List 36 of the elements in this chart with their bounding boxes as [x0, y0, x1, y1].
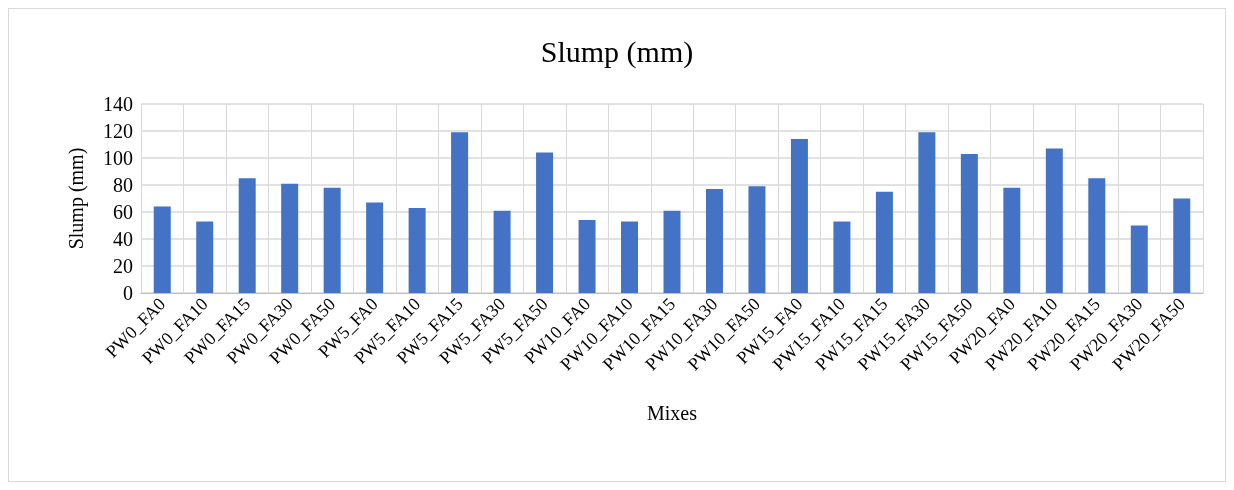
- bar: [748, 186, 766, 293]
- bar: [875, 191, 893, 293]
- y-tick-label: 100: [103, 147, 133, 169]
- y-tick-label: 60: [113, 201, 133, 223]
- y-tick-label: 140: [103, 93, 133, 115]
- bar: [493, 210, 511, 293]
- bar: [323, 187, 341, 293]
- bar: [366, 202, 384, 293]
- bar: [451, 132, 469, 293]
- bar: [1173, 198, 1191, 293]
- chart-title: Slump (mm): [540, 34, 694, 69]
- bar: [1045, 148, 1063, 293]
- bar: [663, 210, 681, 293]
- bar: [153, 206, 171, 293]
- bar: [833, 221, 851, 293]
- bar: [705, 189, 723, 293]
- bar: [960, 153, 978, 293]
- y-tick-label: 120: [103, 120, 133, 142]
- bar: [1130, 225, 1148, 293]
- bar: [1088, 178, 1106, 293]
- y-tick-label: 20: [113, 255, 133, 277]
- bar: [918, 132, 936, 293]
- y-tick-label: 80: [113, 174, 133, 196]
- y-tick-label: 0: [123, 282, 133, 304]
- bar: [1003, 187, 1021, 293]
- bar: [790, 139, 808, 293]
- bar: [408, 207, 426, 293]
- bar: [578, 220, 596, 293]
- x-axis-title: Mixes: [647, 402, 698, 424]
- bar: [238, 178, 256, 293]
- bar: [621, 221, 639, 293]
- bar: [281, 183, 299, 293]
- bar: [196, 221, 214, 293]
- y-tick-label: 40: [113, 228, 133, 250]
- y-axis-title: Slump (mm): [65, 147, 88, 250]
- bar: [536, 152, 554, 293]
